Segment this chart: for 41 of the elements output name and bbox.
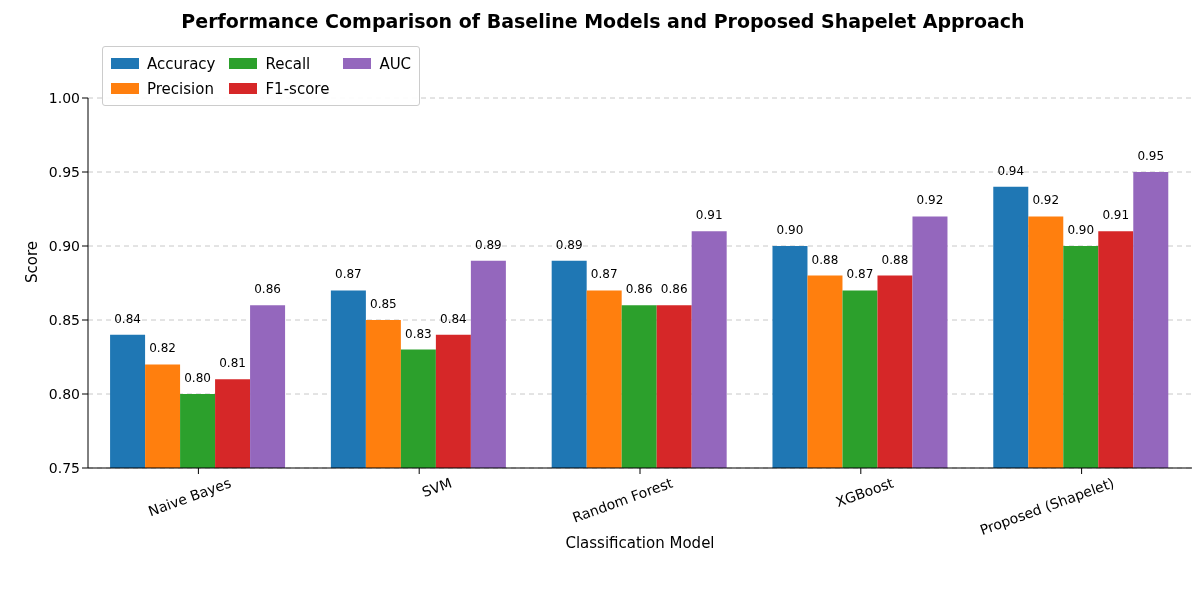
data-label: 0.86	[625, 282, 653, 297]
data-label: 0.86	[660, 282, 688, 297]
x-tick-label: SVM	[419, 474, 454, 501]
data-label: 0.86	[254, 282, 281, 297]
data-label: 0.88	[881, 252, 909, 267]
data-label: 0.83	[405, 326, 432, 341]
data-label: 0.84	[440, 311, 467, 326]
data-label: 0.94	[997, 163, 1025, 178]
x-axis-title: Classification Model	[565, 534, 715, 552]
data-label: 0.87	[335, 267, 362, 282]
chart-title: Performance Comparison of Baseline Models and Proposed Shapelet Approach	[180, 10, 1026, 32]
data-label: 0.88	[811, 252, 839, 267]
x-tick-label: Naive Bayes	[146, 474, 234, 520]
y-tick-label: 0.75	[48, 459, 80, 476]
data-label: 0.87	[590, 267, 618, 282]
y-tick-label: 0.80	[48, 385, 80, 402]
data-label: 0.95	[1137, 149, 1165, 163]
y-tick-label: 1.00	[48, 89, 80, 106]
data-label: 0.90	[1067, 223, 1095, 237]
legend-label: Accuracy	[147, 54, 216, 73]
data-label: 0.92	[916, 193, 944, 208]
data-label: 0.91	[1102, 208, 1130, 223]
data-label: 0.89	[475, 237, 502, 252]
y-axis-title: Score	[23, 240, 42, 283]
data-label: 0.87	[846, 267, 874, 282]
y-tick-label: 0.85	[48, 311, 80, 328]
legend-label: Recall	[265, 54, 311, 73]
data-label: 0.80	[184, 371, 211, 385]
data-label: 0.81	[219, 356, 246, 371]
legend-label: F1-score	[265, 79, 330, 98]
legend-label: Precision	[147, 79, 214, 98]
y-tick-label: 0.90	[48, 237, 80, 254]
y-tick-label: 0.95	[48, 163, 80, 180]
data-label: 0.90	[776, 223, 804, 237]
data-label: 0.84	[114, 311, 141, 326]
data-label: 0.85	[370, 297, 397, 311]
data-label: 0.82	[149, 341, 176, 356]
data-label: 0.92	[1032, 193, 1060, 208]
legend-label: AUC	[379, 54, 412, 73]
data-label: 0.91	[695, 208, 723, 223]
data-label: 0.89	[555, 237, 583, 252]
